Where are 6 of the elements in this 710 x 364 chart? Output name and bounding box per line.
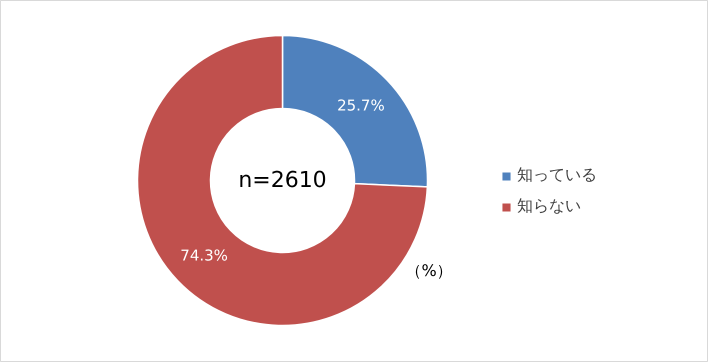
legend-label: 知らない [517, 196, 581, 217]
text: （%） [406, 261, 453, 280]
text: n=2610 [238, 168, 327, 193]
legend-label: 知っている [517, 165, 597, 186]
data-label: 74.3% [180, 246, 228, 265]
data-label: 25.7% [337, 96, 385, 114]
